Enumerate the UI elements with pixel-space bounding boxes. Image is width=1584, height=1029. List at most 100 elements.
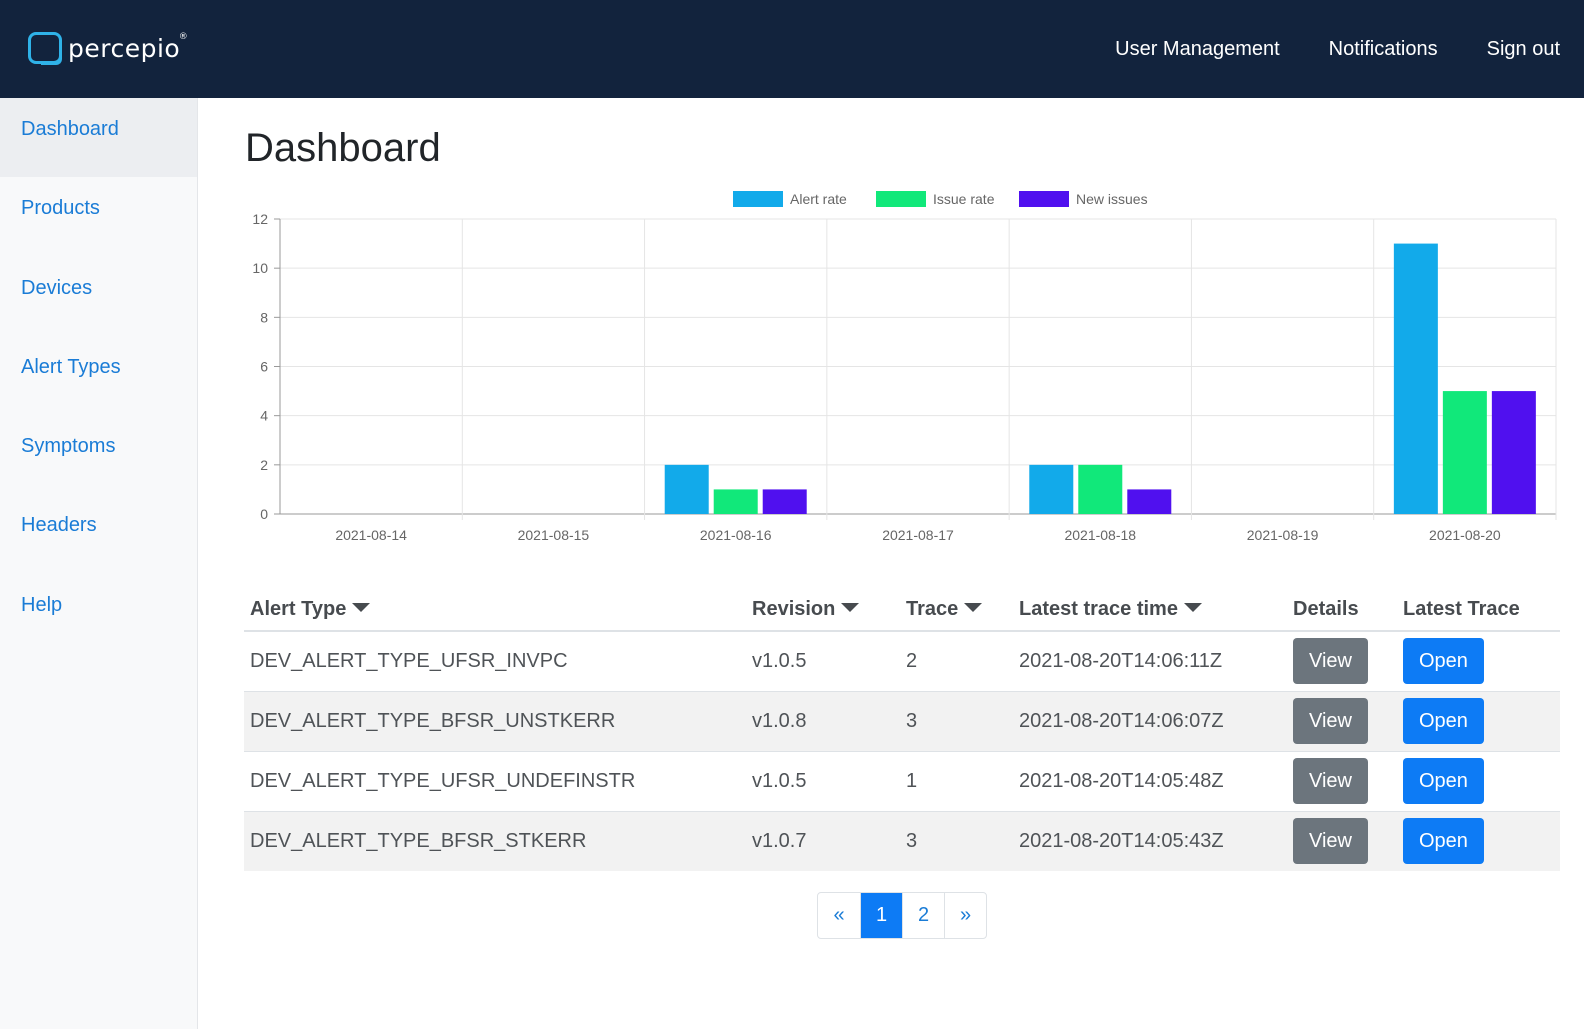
- x-tick-label: 2021-08-14: [335, 527, 407, 543]
- sort-caret-icon: [964, 602, 983, 612]
- bar-alert-rate-2021-08-16: [664, 464, 709, 514]
- view-button[interactable]: View: [1293, 758, 1368, 804]
- col-trace[interactable]: Trace: [900, 588, 1013, 632]
- open-button[interactable]: Open: [1403, 758, 1484, 804]
- bar-issue-rate-2021-08-20: [1442, 391, 1487, 514]
- col-details: Details: [1287, 588, 1397, 632]
- sidebar-item-symptoms[interactable]: Symptoms: [21, 435, 116, 458]
- bar-issue-rate-2021-08-16: [713, 489, 758, 514]
- pagination-page-1[interactable]: 1: [860, 893, 902, 938]
- view-button[interactable]: View: [1293, 818, 1368, 865]
- alert-type-cell: DEV_ALERT_TYPE_BFSR_STKERR: [244, 810, 746, 871]
- legend-label-1: Issue rate: [933, 191, 995, 207]
- open-button[interactable]: Open: [1403, 818, 1484, 865]
- sort-caret-icon: [1183, 602, 1202, 612]
- latest-trace-time-cell: 2021-08-20T14:05:48Z: [1013, 750, 1287, 811]
- trace-cell: 3: [900, 810, 1013, 871]
- details-cell: View: [1287, 630, 1397, 691]
- table-row: DEV_ALERT_TYPE_BFSR_STKERR v1.0.7 3 2021…: [244, 810, 1560, 871]
- x-tick-label: 2021-08-17: [882, 527, 954, 543]
- dashboard-bar-chart: Alert rate Issue rate New issues 0 2 4 6 8 10 12 2…: [252, 191, 1557, 543]
- x-tick-label: 2021-08-18: [1064, 527, 1136, 543]
- y-tick-label: 2: [260, 457, 268, 473]
- trace-cell: 2: [900, 630, 1013, 691]
- sidebar-item-headers[interactable]: Headers: [21, 514, 97, 537]
- view-button[interactable]: View: [1293, 638, 1368, 685]
- sidebar: Dashboard Products Devices Alert Types S…: [0, 98, 198, 1029]
- y-tick-label: 6: [260, 359, 268, 375]
- alert-type-cell: DEV_ALERT_TYPE_BFSR_UNSTKERR: [244, 690, 746, 751]
- pagination-next[interactable]: »: [944, 893, 986, 938]
- sign-out-link[interactable]: Sign out: [1486, 37, 1560, 60]
- page-title: Dashboard: [245, 126, 441, 170]
- percepio-logo[interactable]: percepio ®: [28, 31, 189, 65]
- top-navbar: percepio ® User Management Notifications …: [0, 0, 1584, 98]
- alert-type-cell: DEV_ALERT_TYPE_UFSR_INVPC: [244, 630, 746, 691]
- main-content: Dashboard Alert rate Issue rate New issues…: [244, 98, 1560, 939]
- top-nav-links: User Management Notifications Sign out: [1115, 0, 1584, 98]
- table-row: DEV_ALERT_TYPE_UFSR_INVPC v1.0.5 2 2021-…: [244, 630, 1560, 691]
- sidebar-item-dashboard[interactable]: Dashboard: [0, 98, 197, 178]
- pagination: « 1 2 »: [817, 892, 987, 939]
- y-tick-label: 0: [260, 506, 268, 522]
- sort-caret-icon: [352, 602, 371, 612]
- user-management-link[interactable]: User Management: [1115, 37, 1280, 60]
- y-tick-label: 10: [252, 260, 268, 276]
- sort-caret-icon: [841, 602, 860, 612]
- latest-trace-cell: Open: [1397, 630, 1560, 691]
- sidebar-item-products[interactable]: Products: [21, 197, 100, 220]
- bar-new-issues-2021-08-16: [762, 489, 807, 514]
- pagination-page-2[interactable]: 2: [902, 893, 944, 938]
- details-cell: View: [1287, 690, 1397, 751]
- revision-cell: v1.0.5: [746, 630, 900, 691]
- sidebar-item-alert-types[interactable]: Alert Types: [21, 355, 121, 378]
- alert-type-cell: DEV_ALERT_TYPE_UFSR_UNDEFINSTR: [244, 750, 746, 811]
- table-row: DEV_ALERT_TYPE_BFSR_UNSTKERR v1.0.8 3 20…: [244, 690, 1560, 751]
- revision-cell: v1.0.8: [746, 690, 900, 751]
- bar-new-issues-2021-08-20: [1491, 391, 1536, 514]
- legend-label-2: New issues: [1076, 191, 1148, 207]
- latest-trace-cell: Open: [1397, 810, 1560, 871]
- legend-swatch-1: [876, 191, 926, 207]
- legend-swatch-0: [733, 191, 783, 207]
- bar-issue-rate-2021-08-18: [1078, 464, 1123, 514]
- sidebar-item-devices[interactable]: Devices: [21, 276, 93, 299]
- latest-trace-cell: Open: [1397, 690, 1560, 751]
- x-tick-label: 2021-08-15: [518, 527, 590, 543]
- latest-trace-time-cell: 2021-08-20T14:06:11Z: [1013, 630, 1287, 691]
- pagination-prev[interactable]: «: [833, 904, 845, 926]
- trace-cell: 1: [900, 750, 1013, 811]
- bar-alert-rate-2021-08-20: [1393, 243, 1438, 515]
- bar-alert-rate-2021-08-18: [1029, 464, 1074, 514]
- col-revision[interactable]: Revision: [746, 588, 900, 632]
- latest-trace-cell: Open: [1397, 750, 1560, 811]
- trace-cell: 3: [900, 690, 1013, 751]
- x-tick-label: 2021-08-20: [1429, 527, 1501, 543]
- sidebar-item-help[interactable]: Help: [21, 593, 63, 616]
- y-tick-label: 8: [260, 309, 268, 325]
- notifications-link[interactable]: Notifications: [1328, 37, 1438, 60]
- table-row: DEV_ALERT_TYPE_UFSR_UNDEFINSTR v1.0.5 1 …: [244, 750, 1560, 811]
- x-tick-label: 2021-08-19: [1247, 527, 1319, 543]
- open-button[interactable]: Open: [1403, 638, 1484, 685]
- bar-new-issues-2021-08-18: [1127, 489, 1172, 514]
- details-cell: View: [1287, 750, 1397, 811]
- col-latest-trace: Latest Trace: [1397, 588, 1560, 632]
- details-cell: View: [1287, 810, 1397, 871]
- x-tick-label: 2021-08-16: [700, 527, 772, 543]
- open-button[interactable]: Open: [1403, 698, 1484, 744]
- latest-trace-time-cell: 2021-08-20T14:05:43Z: [1013, 810, 1287, 871]
- legend-swatch-2: [1019, 191, 1069, 207]
- col-latest-trace-time[interactable]: Latest trace time: [1013, 588, 1287, 632]
- legend-label-0: Alert rate: [790, 191, 847, 207]
- logo-text: percepio ®: [68, 31, 189, 63]
- col-alert-type[interactable]: Alert Type: [244, 588, 746, 632]
- percepio-logo-icon: [28, 32, 62, 65]
- y-tick-label: 4: [260, 408, 268, 424]
- y-tick-label: 12: [252, 211, 268, 227]
- revision-cell: v1.0.7: [746, 810, 900, 871]
- revision-cell: v1.0.5: [746, 750, 900, 811]
- alerts-table: Alert Type Revision Trace Latest trace t…: [244, 588, 1560, 871]
- table-header-row: Alert Type Revision Trace Latest trace t…: [244, 588, 1560, 632]
- view-button[interactable]: View: [1293, 698, 1368, 744]
